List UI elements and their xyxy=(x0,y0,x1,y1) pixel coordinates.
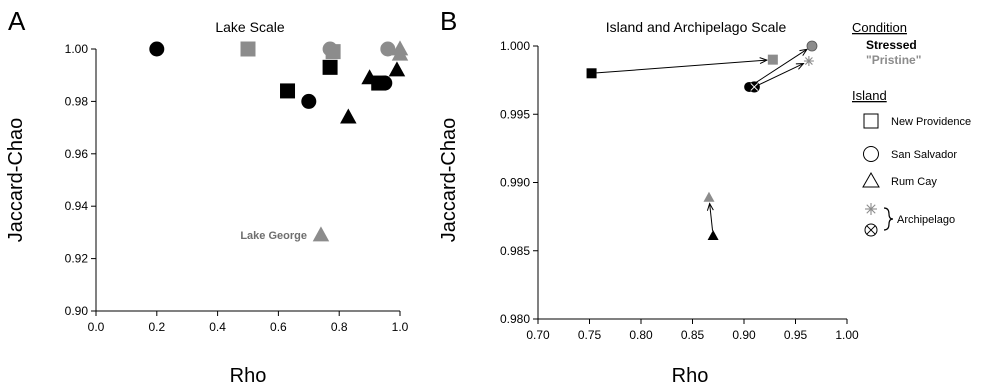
panel-a-xlabel: Rho xyxy=(230,365,267,387)
y-tick-label: 0.90 xyxy=(65,304,89,318)
panel-b-title: Island and Archipelago Scale xyxy=(606,19,787,35)
legend-item: San Salvador xyxy=(863,146,957,162)
data-point xyxy=(388,61,406,77)
data-point xyxy=(803,56,814,67)
panel-a-plot: 0.0 0.2 0.4 0.6 0.8 1.0 0.90 0.92 0.94 0.96 0.98 1.… xyxy=(65,40,409,334)
panel-b-xlabel: Rho xyxy=(672,365,709,387)
data-point xyxy=(703,191,715,202)
data-point xyxy=(748,81,760,93)
data-point xyxy=(340,108,357,124)
x-tick-label: 0.95 xyxy=(784,328,808,342)
panel-b-plot: 0.70 0.75 0.80 0.85 0.90 0.95 1.00 0.980 0.985 0.… xyxy=(500,39,859,342)
y-tick-label: 1.00 xyxy=(65,42,89,56)
arrow xyxy=(596,57,769,74)
data-point xyxy=(391,45,409,61)
legend-square-marker xyxy=(863,113,879,129)
data-point xyxy=(707,229,719,240)
panel-a-title: Lake Scale xyxy=(215,19,284,35)
legend-stressed-label: Stressed xyxy=(866,38,917,52)
data-point xyxy=(325,44,341,60)
legend-item: New Providence xyxy=(863,113,971,129)
data-point xyxy=(380,41,396,57)
x-tick-label: 0.4 xyxy=(209,320,226,334)
arrow xyxy=(753,48,809,85)
y-tick-label: 0.980 xyxy=(500,312,530,326)
x-tick-label: 0.90 xyxy=(732,328,756,342)
y-tick-label: 0.92 xyxy=(65,252,89,266)
data-point xyxy=(377,75,393,91)
legend-item-label: San Salvador xyxy=(891,149,957,161)
legend-condition-title: Condition xyxy=(852,20,907,35)
x-tick-label: 1.0 xyxy=(392,320,409,334)
arrow xyxy=(758,63,805,86)
panel-a-letter: A xyxy=(8,6,26,36)
data-point xyxy=(280,83,296,99)
panel-b-letter: B xyxy=(440,6,457,36)
data-point xyxy=(301,93,317,109)
y-tick-label: 0.995 xyxy=(500,107,530,121)
x-tick-label: 0.8 xyxy=(331,320,348,334)
panel-b-ylabel: Jaccard-Chao xyxy=(438,118,460,243)
lake-george-annotation: Lake George xyxy=(240,230,307,242)
x-tick-label: 0.0 xyxy=(88,320,105,334)
y-tick-label: 1.000 xyxy=(500,39,530,53)
legend-asterisk-marker xyxy=(865,203,877,215)
x-tick-label: 0.80 xyxy=(629,328,653,342)
data-point xyxy=(767,54,778,65)
panel-a-ylabel: Jaccard-Chao xyxy=(5,118,27,243)
data-point xyxy=(240,41,256,57)
y-tick-label: 0.94 xyxy=(65,199,89,213)
legend-item: Rum Cay xyxy=(862,171,937,188)
data-point xyxy=(322,59,338,75)
legend-pristine-label: "Pristine" xyxy=(866,53,921,67)
x-tick-label: 0.85 xyxy=(681,328,705,342)
y-tick-label: 0.985 xyxy=(500,244,530,258)
legend-triangle-marker xyxy=(862,171,880,188)
x-tick-label: 0.75 xyxy=(578,328,602,342)
data-point xyxy=(312,226,330,242)
x-tick-label: 0.6 xyxy=(270,320,287,334)
data-point xyxy=(806,40,818,52)
arrow xyxy=(706,202,714,231)
legend: Condition Stressed "Pristine" Island New… xyxy=(852,20,971,237)
legend-items: New Providence San Salvador Rum Cay xyxy=(862,113,971,237)
legend-archipelago-label: Archipelago xyxy=(897,214,955,226)
y-tick-label: 0.96 xyxy=(65,147,89,161)
x-tick-label: 0.70 xyxy=(526,328,550,342)
y-tick-label: 0.990 xyxy=(500,176,530,190)
y-tick-label: 0.98 xyxy=(65,94,89,108)
legend-circle-marker xyxy=(863,146,879,162)
legend-item-label: Rum Cay xyxy=(891,176,937,188)
legend-island-title: Island xyxy=(852,88,887,103)
legend-item-label: New Providence xyxy=(891,116,971,128)
data-point xyxy=(149,41,165,57)
legend-circle-x-marker xyxy=(864,223,878,237)
x-tick-label: 0.2 xyxy=(148,320,165,334)
data-point xyxy=(586,68,597,79)
x-tick-label: 1.00 xyxy=(835,328,859,342)
legend-brace xyxy=(883,207,894,231)
